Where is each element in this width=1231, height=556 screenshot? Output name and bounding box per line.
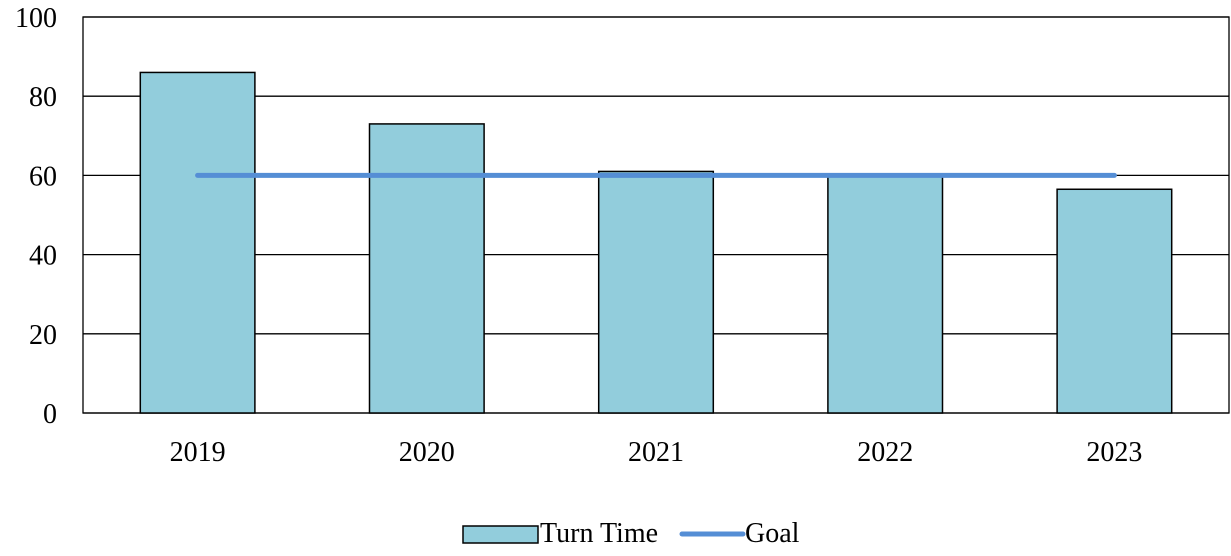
legend-label-turn-time: Turn Time	[540, 518, 658, 549]
y-tick-label-100: 100	[15, 3, 57, 34]
x-tick-label-2021: 2021	[628, 437, 684, 468]
bar-2023	[1056, 188, 1173, 414]
bar-2021	[597, 170, 715, 414]
y-tick-label-80: 80	[29, 82, 57, 113]
y-tick-label-20: 20	[29, 320, 57, 351]
legend-swatch-turn-time	[462, 525, 539, 544]
legend-label-goal: Goal	[745, 518, 800, 549]
x-tick-label-2020: 2020	[399, 437, 455, 468]
x-tick-label-2023: 2023	[1086, 437, 1142, 468]
bar-2019	[139, 71, 256, 414]
y-tick-label-40: 40	[29, 241, 57, 272]
y-tick-label-0: 0	[43, 399, 57, 430]
x-tick-label-2019: 2019	[170, 437, 226, 468]
y-tick-label-60: 60	[29, 161, 57, 192]
bar-2022	[827, 174, 944, 414]
x-tick-label-2022: 2022	[857, 437, 913, 468]
bar-2020	[368, 123, 485, 414]
